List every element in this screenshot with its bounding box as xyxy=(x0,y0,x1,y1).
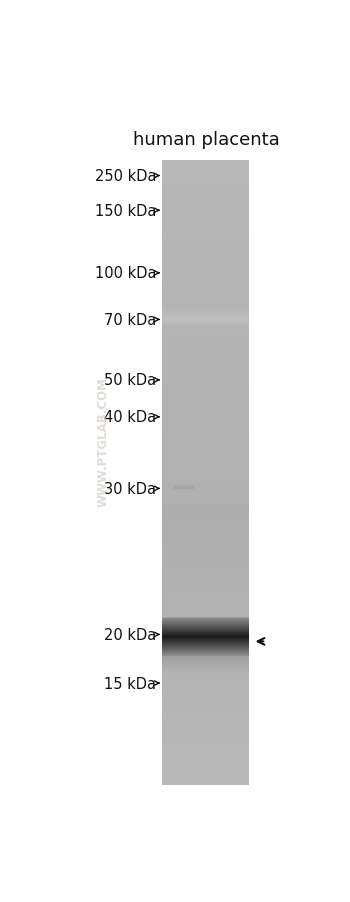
Text: 20 kDa: 20 kDa xyxy=(104,627,156,642)
Text: 40 kDa: 40 kDa xyxy=(104,410,156,425)
Text: 30 kDa: 30 kDa xyxy=(104,482,156,496)
Text: 50 kDa: 50 kDa xyxy=(104,373,156,388)
Text: 15 kDa: 15 kDa xyxy=(104,676,156,691)
Text: 150 kDa: 150 kDa xyxy=(95,204,156,218)
Text: 100 kDa: 100 kDa xyxy=(95,266,156,281)
Text: 70 kDa: 70 kDa xyxy=(104,313,156,327)
Text: 250 kDa: 250 kDa xyxy=(95,169,156,184)
Text: WWW.PTGLAB.COM: WWW.PTGLAB.COM xyxy=(97,377,110,507)
Text: human placenta: human placenta xyxy=(133,131,280,149)
